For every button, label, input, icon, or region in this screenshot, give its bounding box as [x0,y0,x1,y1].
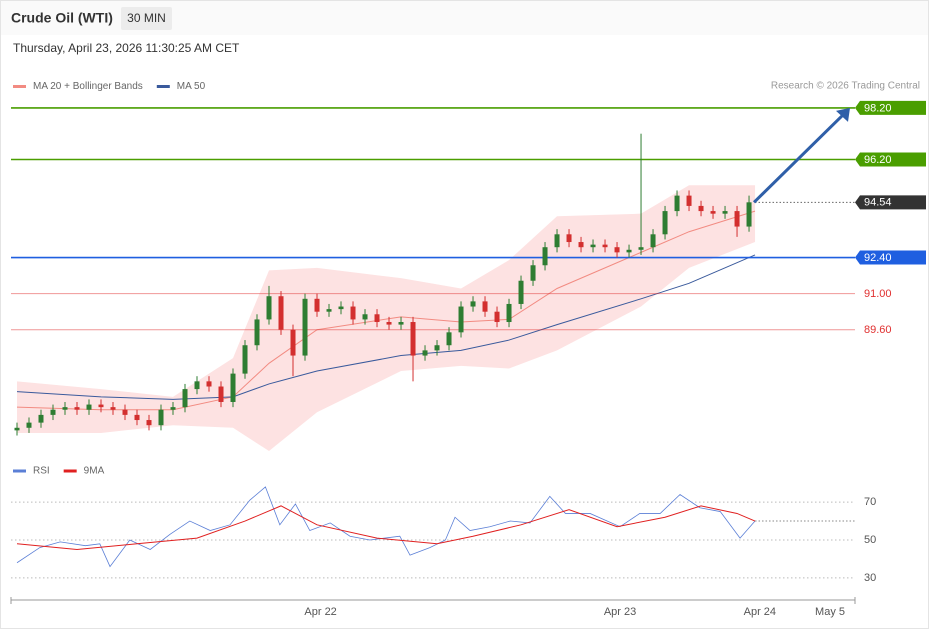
legend-label: RSI [33,466,50,477]
legend-swatch [63,469,77,473]
target-arrow [752,113,845,204]
candle-body [374,314,380,323]
candle-body [14,427,20,431]
y-tick-label: 50 [864,534,876,546]
candle-body [194,381,200,390]
candle-body [662,211,668,235]
candle-body [98,404,104,408]
legend-label: 9MA [84,466,105,477]
interval: 30 MIN [127,11,166,25]
candle-body [110,407,116,410]
level-tag [855,100,926,115]
level-tag [855,195,926,210]
candle-body [386,322,392,325]
candle-body [74,407,80,410]
level-label: 98.20 [864,102,892,114]
level-tag [855,250,926,265]
candle-body [170,407,176,410]
candle-body [674,195,680,212]
candle-body [326,309,332,312]
candle-body [602,244,608,248]
candle-body [314,298,320,312]
chart-title: Crude Oil (WTI) [11,10,113,26]
candle-body [182,389,188,408]
candle-body [122,409,128,415]
candle-body [686,195,692,206]
candle-body [422,350,428,356]
candle-body [362,314,368,320]
candle-body [530,265,536,281]
level-tag [855,152,926,167]
candle-body [410,322,416,356]
level-label: 91.00 [864,288,892,300]
candle-body [626,249,632,253]
level-label: 96.20 [864,154,892,166]
candle-body [86,404,92,410]
candle-body [290,329,296,356]
candle-body [254,319,260,346]
rsi-line [16,505,756,550]
candle-body [398,322,404,325]
candle-body [554,234,560,248]
candle-body [434,345,440,351]
candle-body [446,332,452,346]
candle-body [614,247,620,253]
x-tick-label: Apr 24 [744,606,776,618]
candle-body [734,211,740,227]
interval-badge [121,7,172,30]
candle-body [458,306,464,333]
candle-body [134,414,140,421]
legend-swatch [156,85,170,88]
legend-label: MA 50 [177,81,206,92]
y-tick-label: 70 [864,496,876,508]
candle-body [650,234,656,248]
x-tick-label: Apr 23 [604,606,636,618]
candle-body [494,311,500,323]
legend-swatch [13,85,26,88]
target-arrowhead [836,107,850,122]
level-label: 89.60 [864,324,892,336]
legend-swatch [13,469,26,473]
candle-body [578,242,584,248]
candle-body [566,234,572,243]
candle-body [710,211,716,214]
x-tick-label: May 5 [815,606,845,618]
candle-body [302,298,308,356]
candle-body [242,345,248,374]
candle-body [50,409,56,415]
candle-body [518,280,524,304]
candle-body [206,381,212,387]
level-label: 94.54 [864,197,892,209]
candle-body [38,414,44,423]
candle-body [26,422,32,428]
candle-body [230,373,236,402]
source: Research © 2026 Trading Central [771,81,920,92]
candle-body [350,306,356,320]
candle-body [470,301,476,307]
candle-body [590,244,596,248]
candle-body [218,386,224,402]
rsi-line [16,486,756,568]
candle-body [278,296,284,330]
candle-body [158,409,164,426]
subtitle: Thursday, April 23, 2026 11:30:25 AM CET [13,41,240,55]
candle-body [338,306,344,310]
y-tick-label: 30 [864,572,876,584]
candle-body [746,202,752,227]
candle-body [482,301,488,312]
candle-body [506,303,512,323]
candle-body [146,420,152,426]
candle-body [638,247,644,250]
ma-line [16,254,756,400]
level-label: 92.40 [864,252,892,264]
x-tick-label: Apr 22 [304,606,336,618]
candle-body [722,211,728,214]
candle-body [266,296,272,320]
candle-body [698,205,704,212]
legend-label: MA 20 + Bollinger Bands [33,81,143,92]
candle-body [542,247,548,266]
bollinger-band [17,185,756,451]
candle-body [62,407,68,410]
